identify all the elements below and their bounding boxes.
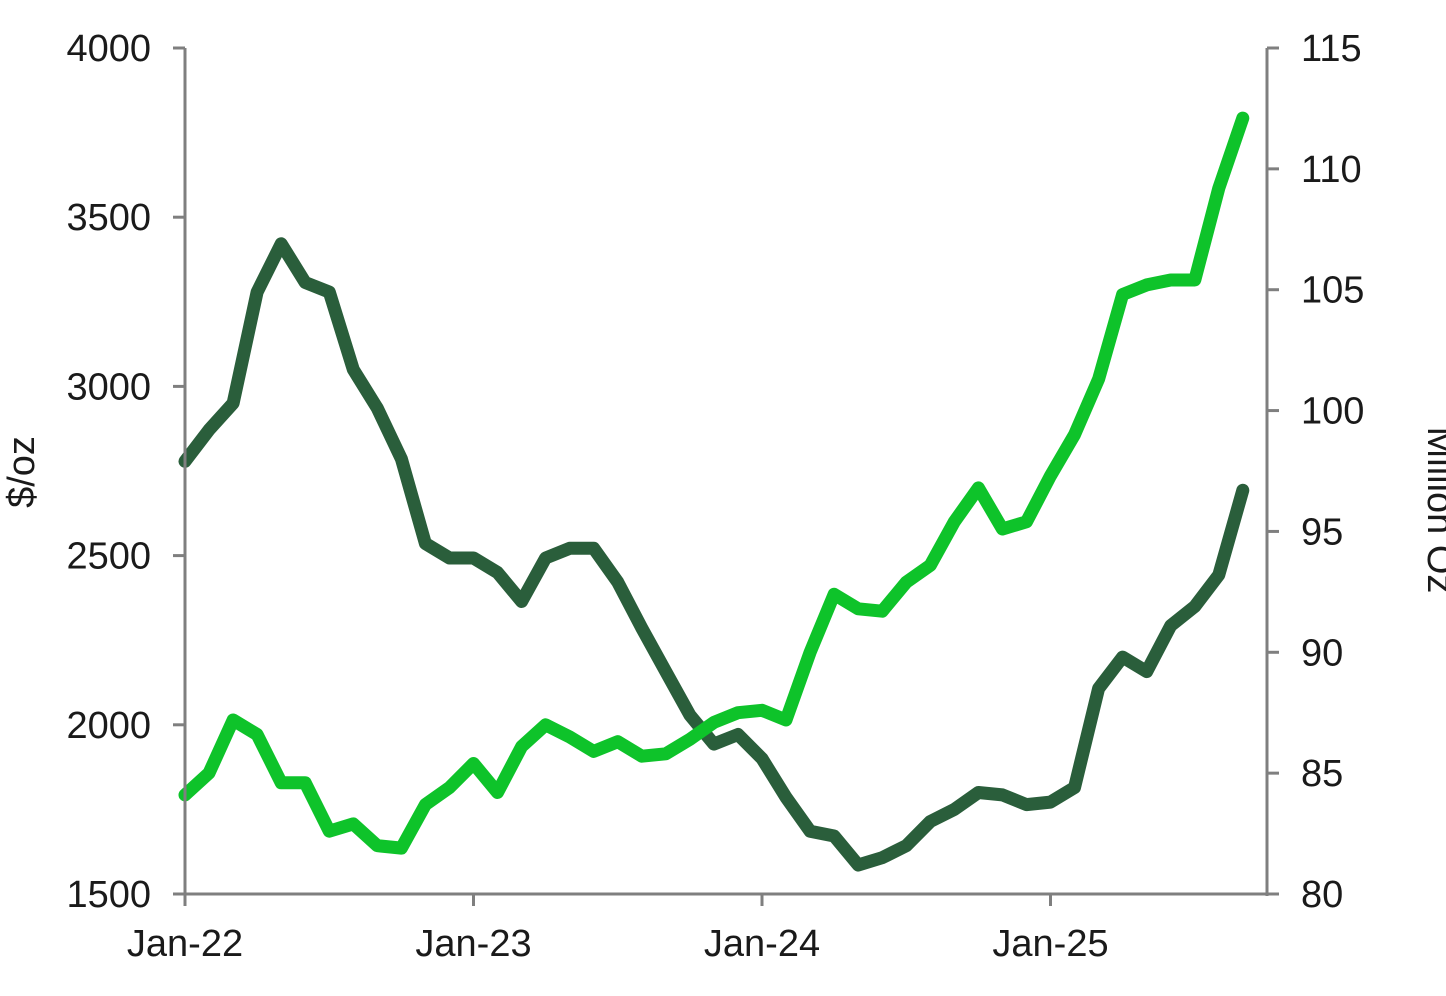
right-y-tick-label: 90	[1301, 632, 1343, 674]
x-tick-label: Jan-22	[127, 923, 243, 965]
left-y-axis-title: $/oz	[1, 436, 43, 508]
right-y-tick-label: 110	[1301, 149, 1362, 191]
right-y-tick-label: 105	[1301, 270, 1364, 312]
right-y-tick-label: 80	[1301, 874, 1343, 916]
left-y-tick-label: 3000	[66, 366, 151, 408]
right-y-axis-title: Million Oz	[1419, 427, 1446, 594]
series-line-1	[178, 237, 1250, 872]
axes-layer	[183, 48, 1269, 896]
series-line-2	[178, 111, 1250, 855]
left-y-tick-label: 2000	[66, 705, 151, 747]
x-tick-label: Jan-23	[415, 923, 531, 965]
left-y-tick-label: 2500	[66, 536, 151, 578]
right-y-tick-label: 100	[1301, 391, 1364, 433]
left-y-tick-label: 1500	[66, 874, 151, 916]
left-y-tick-label: 3500	[66, 197, 151, 239]
left-y-tick-label: 4000	[66, 28, 151, 70]
right-y-tick-label: 115	[1301, 28, 1362, 70]
x-tick-label: Jan-25	[992, 923, 1108, 965]
right-y-tick-label: 85	[1301, 753, 1343, 795]
x-tick-label: Jan-24	[704, 923, 820, 965]
right-y-tick-label: 95	[1301, 511, 1343, 553]
ticks-layer: 4000 3500 3000 2500 2000 1500 115 110 105 100 95 90…	[66, 28, 1364, 965]
series-layer	[178, 111, 1250, 872]
